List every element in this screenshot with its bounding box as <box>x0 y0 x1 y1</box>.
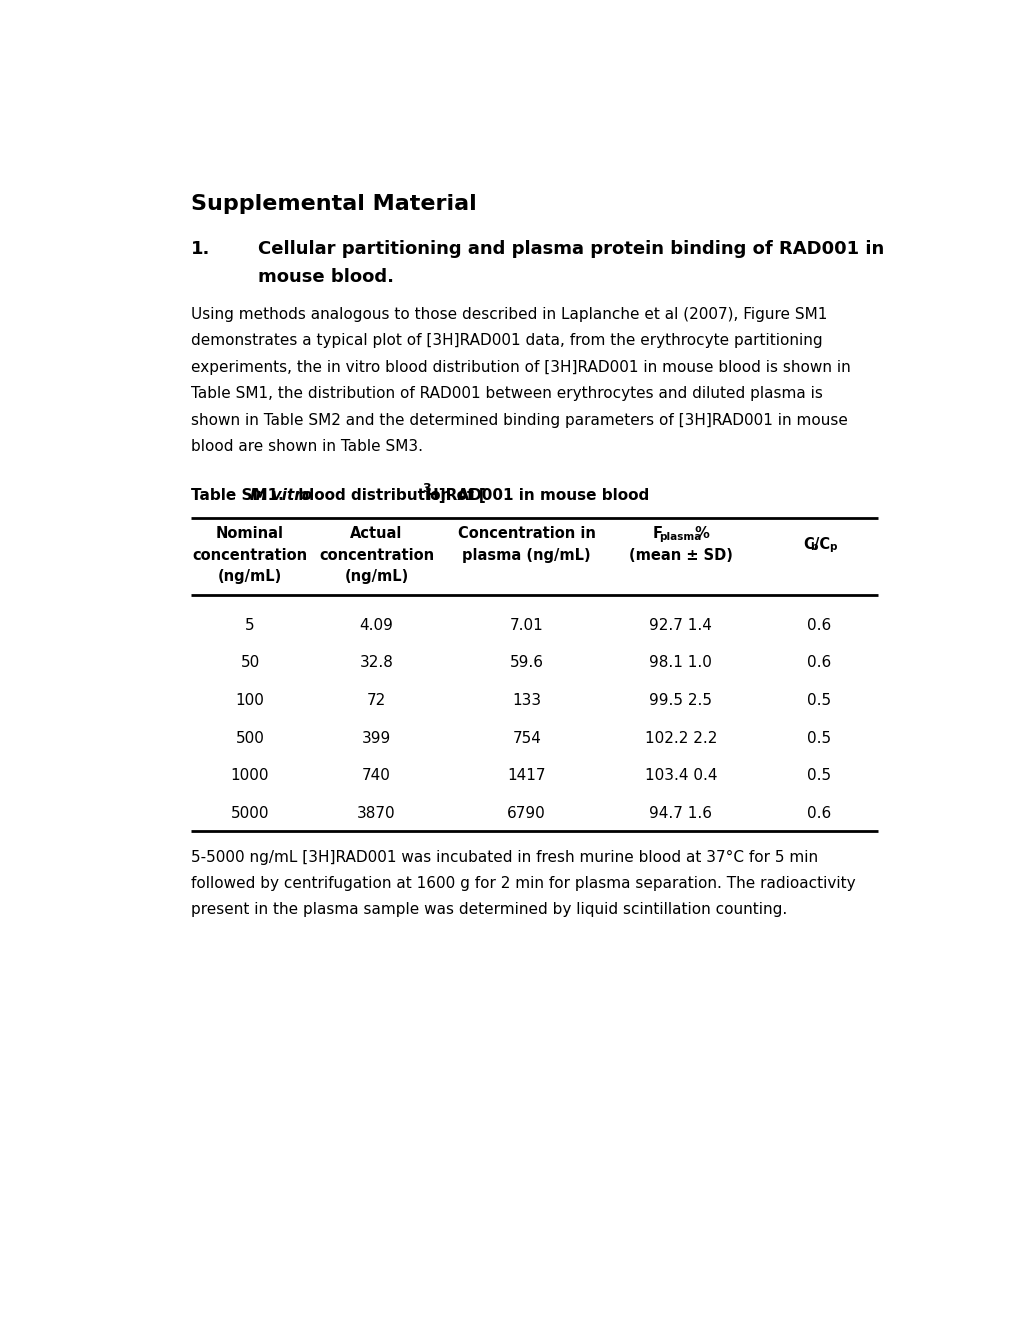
Text: followed by centrifugation at 1600 g for 2 min for plasma separation. The radioa: followed by centrifugation at 1600 g for… <box>191 876 855 891</box>
Text: 0.5: 0.5 <box>806 768 830 783</box>
Text: 3870: 3870 <box>357 805 395 821</box>
Text: 92.7 1.4: 92.7 1.4 <box>649 618 711 632</box>
Text: (mean ± SD): (mean ± SD) <box>629 548 732 562</box>
Text: 50: 50 <box>240 656 260 671</box>
Text: %: % <box>690 527 709 541</box>
Text: C: C <box>803 536 813 552</box>
Text: 102.2 2.2: 102.2 2.2 <box>644 731 716 746</box>
Text: Concentration in: Concentration in <box>458 527 595 541</box>
Text: 5-5000 ng/mL [3H]RAD001 was incubated in fresh murine blood at 37°C for 5 min: 5-5000 ng/mL [3H]RAD001 was incubated in… <box>191 850 817 865</box>
Text: In vitro: In vitro <box>250 487 312 503</box>
Text: 0.5: 0.5 <box>806 693 830 708</box>
Text: 103.4 0.4: 103.4 0.4 <box>644 768 716 783</box>
Text: Cellular partitioning and plasma protein binding of RAD001 in: Cellular partitioning and plasma protein… <box>258 240 883 257</box>
Text: Supplemental Material: Supplemental Material <box>191 194 476 214</box>
Text: Using methods analogous to those described in Laplanche et al (2007), Figure SM1: Using methods analogous to those describ… <box>191 306 826 322</box>
Text: 98.1 1.0: 98.1 1.0 <box>649 656 711 671</box>
Text: 5: 5 <box>245 618 255 632</box>
Text: mouse blood.: mouse blood. <box>258 268 393 286</box>
Text: 5000: 5000 <box>230 805 269 821</box>
Text: experiments, the in vitro blood distribution of [3H]RAD001 in mouse blood is sho: experiments, the in vitro blood distribu… <box>191 359 850 375</box>
Text: H]RAD001 in mouse blood: H]RAD001 in mouse blood <box>426 487 649 503</box>
Text: Nominal: Nominal <box>216 527 283 541</box>
Text: present in the plasma sample was determined by liquid scintillation counting.: present in the plasma sample was determi… <box>191 903 787 917</box>
Text: 133: 133 <box>512 693 541 708</box>
Text: 0.5: 0.5 <box>806 731 830 746</box>
Text: 740: 740 <box>362 768 390 783</box>
Text: 7.01: 7.01 <box>510 618 543 632</box>
Text: 99.5 2.5: 99.5 2.5 <box>649 693 711 708</box>
Text: 0.6: 0.6 <box>806 618 830 632</box>
Text: 32.8: 32.8 <box>360 656 393 671</box>
Text: 6790: 6790 <box>506 805 545 821</box>
Text: (ng/mL): (ng/mL) <box>344 569 409 583</box>
Text: 0.6: 0.6 <box>806 805 830 821</box>
Text: Actual: Actual <box>350 527 403 541</box>
Text: 72: 72 <box>367 693 386 708</box>
Text: 0.6: 0.6 <box>806 656 830 671</box>
Text: shown in Table SM2 and the determined binding parameters of [3H]RAD001 in mouse: shown in Table SM2 and the determined bi… <box>191 413 847 428</box>
Text: 94.7 1.6: 94.7 1.6 <box>649 805 711 821</box>
Text: 1000: 1000 <box>230 768 269 783</box>
Text: (ng/mL): (ng/mL) <box>218 569 282 583</box>
Text: b: b <box>810 541 817 552</box>
Text: plasma (ng/mL): plasma (ng/mL) <box>462 548 590 562</box>
Text: plasma: plasma <box>658 532 700 543</box>
Text: 399: 399 <box>362 731 390 746</box>
Text: demonstrates a typical plot of [3H]RAD001 data, from the erythrocyte partitionin: demonstrates a typical plot of [3H]RAD00… <box>191 333 821 348</box>
Text: p: p <box>827 541 836 552</box>
Text: 3: 3 <box>422 482 430 495</box>
Text: Table SM1, the distribution of RAD001 between erythrocytes and diluted plasma is: Table SM1, the distribution of RAD001 be… <box>191 385 821 401</box>
Text: concentration: concentration <box>193 548 308 562</box>
Text: F: F <box>652 527 661 541</box>
Text: 59.6: 59.6 <box>510 656 543 671</box>
Text: 100: 100 <box>235 693 264 708</box>
Text: Table SM1.: Table SM1. <box>191 487 288 503</box>
Text: blood distribution of [: blood distribution of [ <box>292 487 485 503</box>
Text: blood are shown in Table SM3.: blood are shown in Table SM3. <box>191 440 422 454</box>
Text: 500: 500 <box>235 731 264 746</box>
Text: 1417: 1417 <box>507 768 545 783</box>
Text: 4.09: 4.09 <box>360 618 393 632</box>
Text: 754: 754 <box>512 731 541 746</box>
Text: concentration: concentration <box>319 548 434 562</box>
Text: 1.: 1. <box>191 240 210 257</box>
Text: /C: /C <box>813 536 829 552</box>
